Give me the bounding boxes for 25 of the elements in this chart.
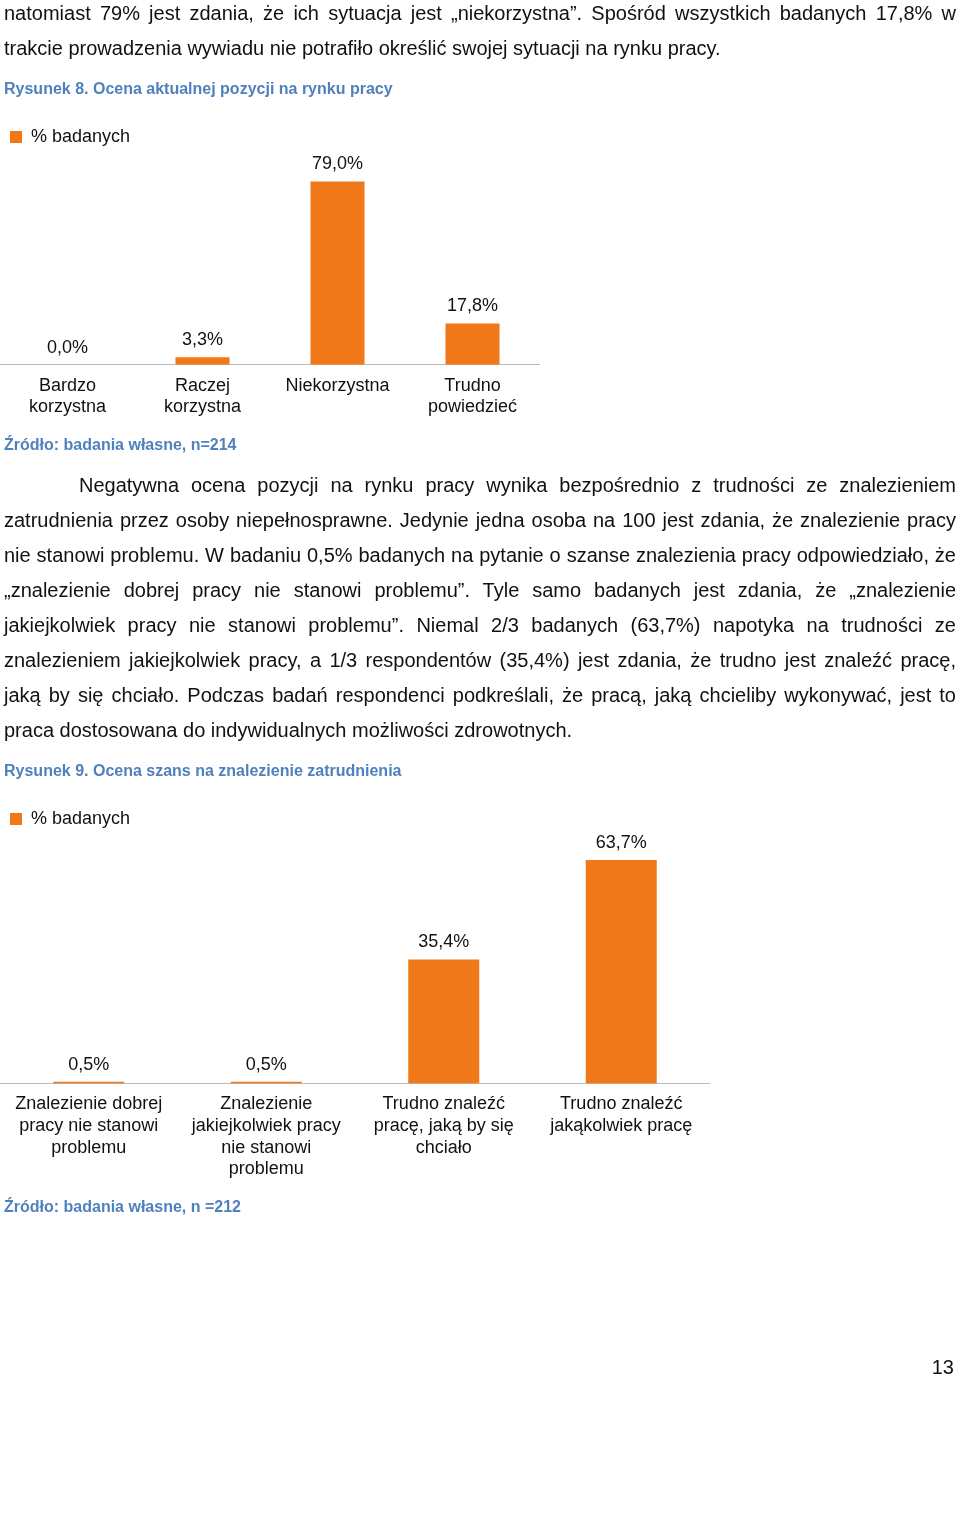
data-label: 3,3% bbox=[181, 329, 224, 350]
data-label: 0,5% bbox=[245, 1053, 287, 1074]
x-tick-label: Znalezienie dobrej pracy nie stanowi problemu bbox=[15, 1093, 163, 1157]
chart-title: Rysunek 9. Ocena szans na znalezienie zatrudnienia bbox=[3, 762, 403, 780]
legend-label: % badanych bbox=[31, 125, 131, 146]
x-tick-label: Znalezienie jakiejkolwiek pracy nie stanowi problemu bbox=[190, 1093, 341, 1179]
data-label: 63,7% bbox=[595, 832, 647, 853]
data-label: 0,5% bbox=[68, 1053, 110, 1074]
text: Źródło: badania własne, n =212 bbox=[3, 1198, 242, 1216]
x-tick-label: Trudno znaleźć jakąkolwiek pracę bbox=[549, 1093, 693, 1135]
legend-label: % badanych bbox=[31, 807, 131, 828]
data-label: 0,0% bbox=[46, 336, 89, 357]
chart-title: Rysunek 8. Ocena aktualnej pozycji na rynku pracy bbox=[3, 80, 394, 98]
text: Negatywna ocena pozycji na rynku pracy wynika bezpośrednio z trudności ze znalezieniem zatrudnienia przez osoby niepełnosprawne. Jedynie jedna osoba na 100 jest zdania, że znalezienie pracy nie stanowi problemu. W badaniu 0,5% badanych na pytanie o szanse znalezienia pracy odpowiedziało, że „znalezienie dobrej pracy nie stanowi problemu”. Tyle samo badanych jest zdania, że „znalezienie jakiejkolwiek pracy nie stanowi problemu”. Niemal 2/3 badanych (63,7%) napotyka na trudności ze znalezieniem jakiejkolwiek pracy, a 1/3 respondentów (35,4%) jest zdania, że trudno jest znaleźć pracę, jaką by się chciało. Podczas badań respondenci podkreślali, że pracą, jaką chcieliby wykonywać, jest to praca dostosowana do indywidualnych możliwości zdrowotnych. bbox=[4, 473, 956, 743]
x-tick-label: Trudno powiedzieć bbox=[427, 374, 518, 417]
x-tick-label: Bardzo korzystna bbox=[28, 374, 107, 417]
data-label: 17,8% bbox=[446, 295, 499, 316]
text: natomiast 79% jest zdania, że ich sytuacja jest „niekorzystna”. Spośród wszystkich badanych 17,8% w trakcie prowadzenia wywiadu nie potrafiło określić swojej sytuacji na rynku pracy. bbox=[4, 1, 956, 61]
x-tick-label: Raczej korzystna bbox=[163, 374, 242, 417]
x-tick-label: Trudno znaleźć pracę, jaką by się chciało bbox=[373, 1093, 514, 1157]
x-tick-label: Niekorzystna bbox=[285, 374, 391, 395]
data-label: 79,0% bbox=[311, 153, 364, 174]
text: 13 bbox=[930, 1356, 954, 1379]
text: Źródło: badania własne, n=214 bbox=[3, 436, 238, 454]
data-label: 35,4% bbox=[418, 931, 470, 952]
